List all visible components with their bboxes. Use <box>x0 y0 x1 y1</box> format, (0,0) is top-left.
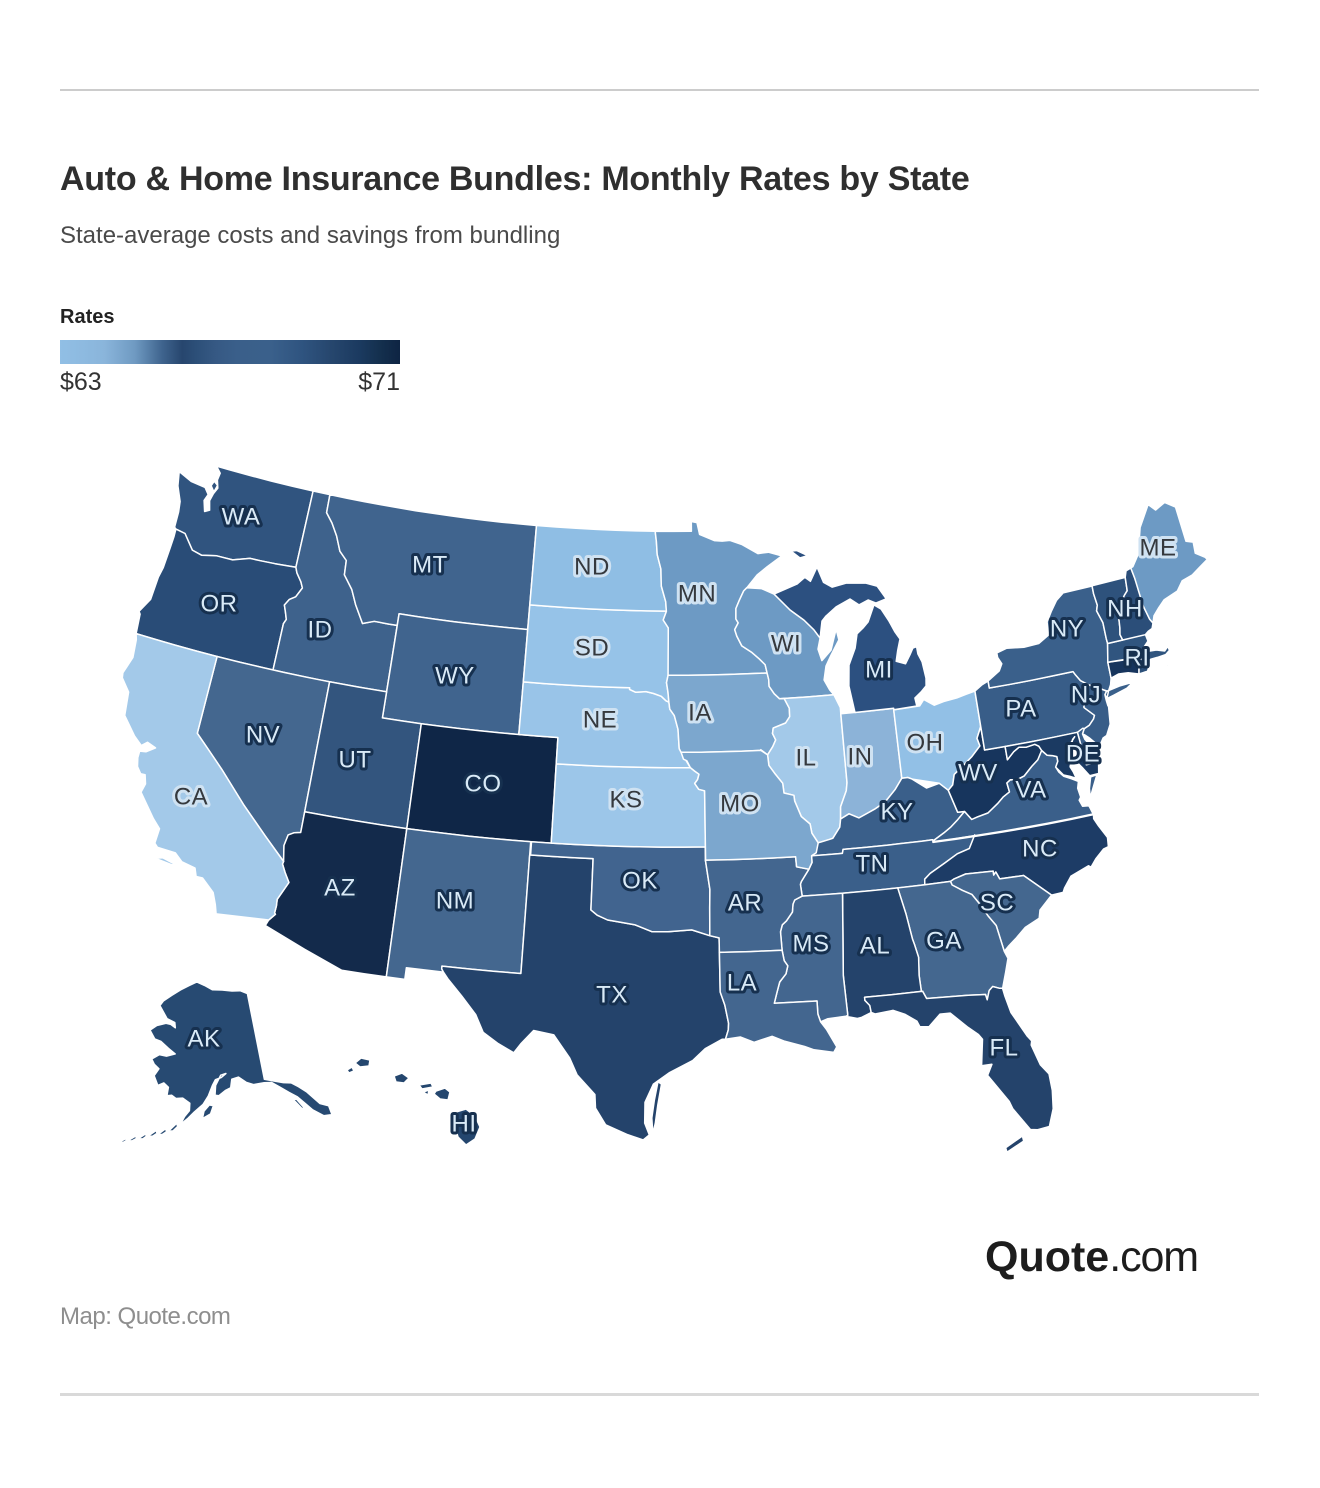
svg-text:MS: MS <box>793 931 830 958</box>
svg-text:RI: RI <box>1125 645 1150 672</box>
svg-text:IL: IL <box>795 745 816 772</box>
svg-text:MI: MI <box>865 657 893 684</box>
svg-text:NM: NM <box>436 888 474 915</box>
svg-text:IA: IA <box>688 700 712 727</box>
svg-text:OR: OR <box>201 591 238 618</box>
svg-text:AR: AR <box>728 890 762 917</box>
svg-text:WV: WV <box>958 760 998 787</box>
svg-text:MO: MO <box>720 791 760 818</box>
svg-text:IN: IN <box>848 744 873 771</box>
svg-text:NJ: NJ <box>1071 682 1101 709</box>
svg-text:MN: MN <box>678 581 716 608</box>
svg-text:SD: SD <box>575 635 609 662</box>
svg-text:AK: AK <box>187 1026 220 1053</box>
svg-text:TX: TX <box>596 982 628 1009</box>
svg-text:NH: NH <box>1107 596 1143 623</box>
svg-text:UT: UT <box>339 747 372 774</box>
svg-text:MT: MT <box>412 552 448 579</box>
svg-text:HI: HI <box>452 1111 477 1138</box>
svg-text:AZ: AZ <box>324 875 356 902</box>
svg-text:CO: CO <box>465 771 502 798</box>
svg-text:LA: LA <box>727 970 757 997</box>
svg-text:WY: WY <box>435 663 475 690</box>
svg-text:OH: OH <box>907 730 944 757</box>
svg-text:NY: NY <box>1050 616 1084 643</box>
svg-text:NE: NE <box>583 707 617 734</box>
svg-text:AL: AL <box>860 933 890 960</box>
svg-text:KS: KS <box>609 787 642 814</box>
svg-text:OK: OK <box>622 868 658 895</box>
svg-text:WA: WA <box>222 504 261 531</box>
svg-text:WI: WI <box>771 631 801 658</box>
svg-text:TN: TN <box>856 851 889 878</box>
svg-text:ND: ND <box>574 554 610 581</box>
svg-text:KY: KY <box>880 799 913 826</box>
svg-text:ID: ID <box>308 617 333 644</box>
svg-text:CA: CA <box>174 784 208 811</box>
svg-text:GA: GA <box>926 928 962 955</box>
svg-text:NV: NV <box>246 722 280 749</box>
svg-text:DE: DE <box>1066 741 1100 768</box>
svg-text:ME: ME <box>1140 535 1177 562</box>
svg-text:PA: PA <box>1005 696 1036 723</box>
svg-text:VA: VA <box>1015 777 1046 804</box>
svg-text:SC: SC <box>980 890 1014 917</box>
svg-text:FL: FL <box>989 1035 1018 1062</box>
svg-text:NC: NC <box>1022 836 1058 863</box>
